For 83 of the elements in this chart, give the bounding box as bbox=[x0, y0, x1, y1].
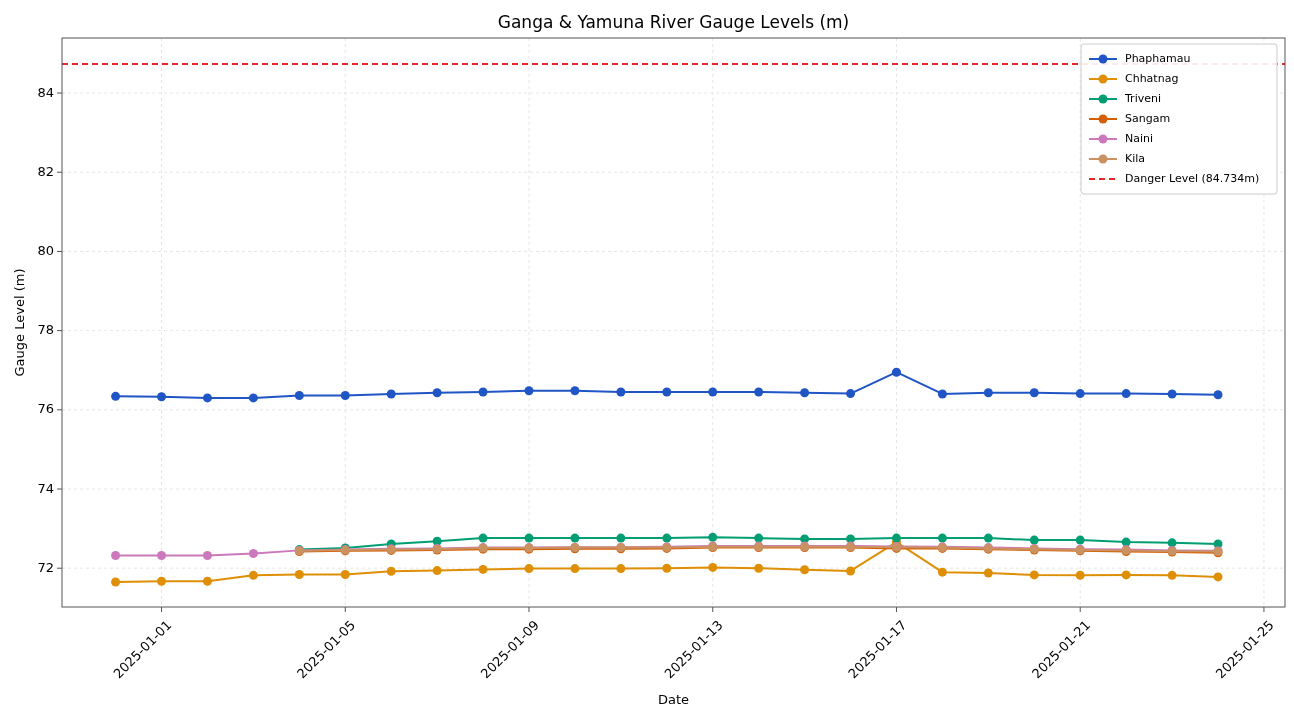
point bbox=[1121, 389, 1131, 399]
legend-label: Chhatnag bbox=[1125, 72, 1179, 85]
legend-label: Danger Level (84.734m) bbox=[1125, 172, 1260, 185]
point bbox=[616, 387, 626, 397]
legend-label: Phaphamau bbox=[1125, 52, 1191, 65]
y-tick-label: 84 bbox=[37, 84, 54, 100]
point bbox=[891, 367, 901, 377]
point bbox=[1029, 535, 1039, 545]
chart-title: Ganga & Yamuna River Gauge Levels (m) bbox=[497, 12, 850, 32]
point bbox=[754, 533, 764, 543]
point bbox=[478, 533, 488, 543]
point bbox=[1121, 537, 1131, 547]
point bbox=[616, 564, 626, 574]
y-tick-label: 78 bbox=[37, 322, 54, 338]
point bbox=[891, 533, 901, 543]
point bbox=[937, 533, 947, 543]
point bbox=[386, 566, 396, 576]
point bbox=[662, 533, 672, 543]
point bbox=[111, 551, 121, 561]
point bbox=[1167, 389, 1177, 399]
point bbox=[570, 386, 580, 396]
point bbox=[294, 391, 304, 401]
point bbox=[432, 388, 442, 398]
point bbox=[478, 564, 488, 574]
point bbox=[800, 565, 810, 575]
point bbox=[708, 532, 718, 542]
point bbox=[202, 393, 212, 403]
point bbox=[248, 393, 258, 403]
point bbox=[708, 562, 718, 572]
y-tick-label: 76 bbox=[37, 401, 54, 417]
point bbox=[616, 533, 626, 543]
point bbox=[1075, 535, 1085, 545]
point bbox=[157, 576, 167, 586]
point bbox=[386, 389, 396, 399]
point bbox=[248, 570, 258, 580]
point bbox=[248, 549, 258, 559]
point bbox=[800, 388, 810, 398]
point bbox=[708, 387, 718, 397]
point bbox=[294, 570, 304, 580]
point bbox=[937, 567, 947, 577]
point bbox=[1029, 388, 1039, 398]
point bbox=[570, 564, 580, 574]
y-tick-label: 74 bbox=[37, 480, 54, 496]
point bbox=[111, 577, 121, 587]
y-axis-title: Gauge Level (m) bbox=[12, 268, 27, 377]
point bbox=[1075, 570, 1085, 580]
point bbox=[570, 533, 580, 543]
point bbox=[1075, 389, 1085, 399]
legend-label: Triveni bbox=[1124, 92, 1161, 105]
y-tick-label: 82 bbox=[37, 163, 54, 179]
point bbox=[157, 551, 167, 561]
legend-label: Sangam bbox=[1125, 112, 1171, 125]
point bbox=[1167, 570, 1177, 580]
point bbox=[1029, 570, 1039, 580]
point bbox=[524, 386, 534, 396]
point bbox=[983, 533, 993, 543]
point bbox=[1213, 572, 1223, 582]
point bbox=[846, 389, 856, 399]
point bbox=[524, 533, 534, 543]
point bbox=[937, 389, 947, 399]
point bbox=[478, 387, 488, 397]
point bbox=[754, 563, 764, 573]
x-axis-title: Date bbox=[657, 692, 690, 707]
point bbox=[157, 392, 167, 402]
point bbox=[524, 564, 534, 574]
point bbox=[846, 566, 856, 576]
point bbox=[1121, 570, 1131, 580]
y-tick-label: 72 bbox=[37, 559, 54, 575]
point bbox=[202, 576, 212, 586]
point bbox=[754, 387, 764, 397]
legend-label: Kila bbox=[1125, 152, 1146, 165]
point bbox=[340, 570, 350, 580]
point bbox=[662, 563, 672, 573]
legend-label: Naini bbox=[1125, 132, 1154, 145]
point bbox=[1213, 390, 1223, 400]
point bbox=[111, 391, 121, 401]
point bbox=[340, 391, 350, 401]
point bbox=[432, 566, 442, 576]
y-tick-label: 80 bbox=[37, 242, 54, 258]
point bbox=[983, 568, 993, 578]
point bbox=[983, 388, 993, 398]
point bbox=[662, 387, 672, 397]
point bbox=[202, 551, 212, 561]
